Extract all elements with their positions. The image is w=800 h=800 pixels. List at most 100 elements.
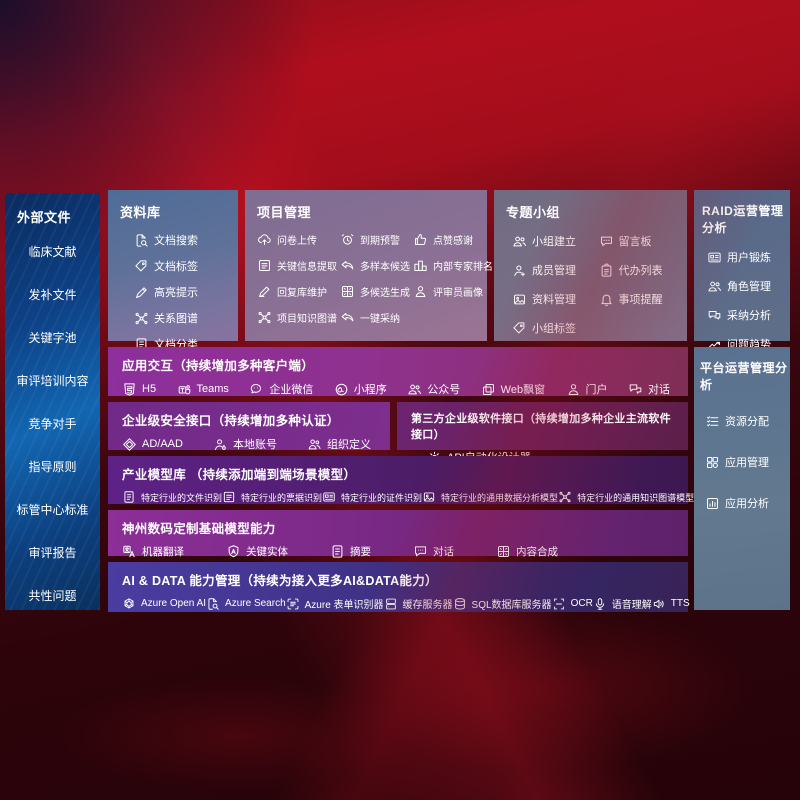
project-items: 问卷上传 到期预警 点赞感谢 关键信息提取 多样本候选 内部专家排名 回复库维护 多候选生成评… xyxy=(245,221,493,325)
split-grid-icon xyxy=(496,544,511,559)
shield-diamond-icon xyxy=(122,437,137,452)
alarm-icon xyxy=(340,232,355,247)
third-party-interface-row: 第三方企业级软件接口（持续增加多种企业主流软件接口） API自动化设计器 xyxy=(397,402,688,464)
pen-icon xyxy=(257,284,272,299)
feature-item: 评审员画像 xyxy=(413,284,493,299)
id-card-icon xyxy=(322,490,336,504)
ai-service-item: TTS xyxy=(652,597,690,611)
feature-item: 点赞感谢 xyxy=(413,232,493,247)
client-item: Web飘窗 xyxy=(481,381,545,397)
mini-program-icon xyxy=(334,382,349,397)
reply-icon xyxy=(340,258,355,273)
feature-item: 高亮提示 xyxy=(134,284,238,300)
feature-item: 多样本候选 xyxy=(340,258,410,273)
ai-service-item: OCR xyxy=(552,597,593,611)
doc-search-icon xyxy=(134,233,149,248)
openai-icon xyxy=(122,597,136,611)
bbs-chat-icon xyxy=(599,234,614,249)
industry-items: 特定行业的文件识别 特定行业的票据识别 特定行业的证件识别 特定行业的通用数据分析模型… xyxy=(122,490,694,504)
topic-title: 专题小组 xyxy=(506,205,561,220)
sidebar-title: 外部文件 xyxy=(17,210,72,225)
base-model-row: 神州数码定制基础模型能力 机器翻译 关键实体 摘要 对话 内容合成 xyxy=(108,510,688,559)
sidebar-item: 共性问题 xyxy=(28,589,77,603)
feature-item: 应用分析 xyxy=(705,495,790,511)
platform-items: 资源分配 应用管理 应用分析 xyxy=(694,393,790,511)
thumbs-up-icon xyxy=(413,232,428,247)
sidebar-item: 审评报告 xyxy=(28,546,77,560)
person-icon xyxy=(566,382,581,397)
feature-item: 回复库维护 xyxy=(257,284,337,299)
ai-service-item: 语音理解 xyxy=(593,596,652,611)
client-item: H5 xyxy=(122,382,156,397)
database-icon xyxy=(453,597,467,611)
doc-extract-icon xyxy=(257,258,272,273)
security-title: 企业级安全接口（持续增加多种认证） xyxy=(122,414,340,428)
person-key-icon xyxy=(213,437,228,452)
feature-item: 角色管理 xyxy=(707,278,790,294)
model-item: 特定行业的通用知识图谱模型 xyxy=(558,490,694,504)
bell-icon xyxy=(599,292,614,307)
chat-qa-icon xyxy=(707,308,722,323)
security-items: AD/AAD 本地账号 组织定义 xyxy=(122,436,376,452)
feature-item: 到期预警 xyxy=(340,232,410,247)
ai-service-item: 缓存服务器 xyxy=(384,596,453,611)
capability-item: 摘要 xyxy=(330,544,371,559)
feature-item: 一键采纳 xyxy=(340,310,410,325)
highlight-pen-icon xyxy=(134,285,149,300)
feature-item: 问卷上传 xyxy=(257,232,337,247)
auth-item: 组织定义 xyxy=(307,436,371,452)
image-icon xyxy=(512,292,527,307)
ai-service-item: SQL数据库服务器 xyxy=(453,596,552,611)
html5-icon xyxy=(122,382,137,397)
feature-item: 成员管理 xyxy=(512,262,599,278)
raid-items: 用户锻炼 角色管理 采纳分析 问题趋势 xyxy=(694,236,790,352)
app-interaction-title: 应用交互（持续增加多种客户端） xyxy=(122,359,315,373)
client-item: Teams xyxy=(177,382,229,397)
topic-group-panel: 专题小组 小组建立 留言板 成员管理 代办列表 资料管理 事项提醒 小组标签 xyxy=(494,190,687,341)
translate-icon xyxy=(122,544,137,559)
feature-item: 资料管理 xyxy=(512,291,599,307)
feature-item: 小组标签 xyxy=(512,320,599,336)
form-scan-icon xyxy=(286,597,300,611)
model-item: 特定行业的通用数据分析模型 xyxy=(422,490,558,504)
ai-data-title: AI & DATA 能力管理（持续为接入更多AI&DATA能力） xyxy=(122,574,438,588)
cloud-upload-icon xyxy=(257,232,272,247)
feature-item: 关键信息提取 xyxy=(257,258,337,273)
raid-analysis-panel: RAID运营管理分析 用户锻炼 角色管理 采纳分析 问题趋势 xyxy=(694,190,790,351)
third-party-title: 第三方企业级软件接口（持续增加多种企业主流软件接口） xyxy=(411,413,671,441)
teams-icon xyxy=(177,382,192,397)
graph-icon xyxy=(558,490,572,504)
industry-title: 产业模型库 （持续添加端到端场景模型） xyxy=(122,468,357,482)
sidebar-item: 指导原则 xyxy=(28,460,77,474)
project-title: 项目管理 xyxy=(257,205,312,220)
feature-item: 项目知识图谱 xyxy=(257,310,337,325)
capability-item: 对话 xyxy=(413,544,454,559)
ai-data-row: AI & DATA 能力管理（持续为接入更多AI&DATA能力） Azure O… xyxy=(108,562,690,612)
sidebar-item: 关键字池 xyxy=(28,331,77,345)
tag-icon xyxy=(512,321,527,336)
id-card-icon xyxy=(707,250,722,265)
sidebar-item: 审评培训内容 xyxy=(16,374,89,388)
platform-title: 平台运营管理分析 xyxy=(700,361,788,392)
client-item: 公众号 xyxy=(407,381,460,397)
feature-item: 内部专家排名 xyxy=(413,258,493,273)
auth-item: AD/AAD xyxy=(122,437,183,452)
client-item: 对话 xyxy=(628,381,670,397)
server-icon xyxy=(384,597,398,611)
graph-icon xyxy=(257,310,272,325)
doc-lines-icon xyxy=(330,544,345,559)
ai-service-item: Azure 表单识别器 xyxy=(286,596,384,611)
people-icon xyxy=(407,382,422,397)
split-grid-icon xyxy=(340,284,355,299)
sidebar-item: 竞争对手 xyxy=(28,417,77,431)
doc-extract-icon xyxy=(222,490,236,504)
person-add-icon xyxy=(512,263,527,278)
feature-item: 留言板 xyxy=(599,233,681,249)
auth-item: 本地账号 xyxy=(213,436,277,452)
sidebar-item: 发补文件 xyxy=(28,288,77,302)
ai-data-items: Azure Open AI Azure Search Azure 表单识别器 缓存服务… xyxy=(122,596,690,611)
ai-service-item: Azure Open AI xyxy=(122,597,206,611)
raid-title: RAID运营管理分析 xyxy=(702,204,784,235)
app-interaction-row: 应用交互（持续增加多种客户端） H5 Teams 企业微信 小程序 公众号 Web飘窗 门户… xyxy=(108,347,688,396)
feature-item: 小组建立 xyxy=(512,233,599,249)
